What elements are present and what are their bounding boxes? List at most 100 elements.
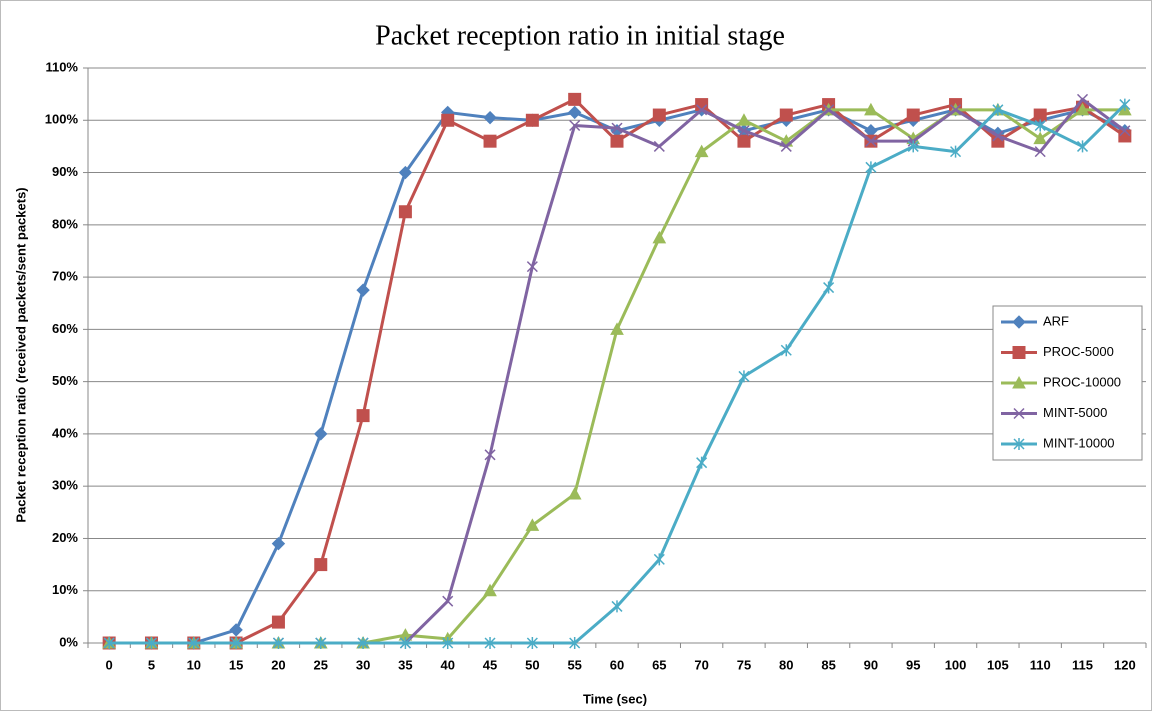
y-tick-label: 40% [52,425,78,440]
marker [865,161,877,174]
marker [652,230,667,244]
marker [398,165,413,180]
x-tick-label: 40 [440,657,454,672]
marker [1012,375,1026,389]
marker [314,558,328,572]
marker [567,486,582,500]
y-tick-label: 110% [45,59,78,74]
x-tick-label: 115 [1072,657,1093,672]
marker [567,105,582,120]
marker [779,108,793,122]
marker [1013,438,1025,450]
y-tick-label: 30% [52,478,78,493]
x-tick-label: 95 [906,657,920,672]
marker [526,637,538,649]
marker [484,637,496,649]
x-tick-label: 120 [1114,657,1136,672]
marker [1033,131,1048,145]
marker [1013,407,1025,420]
x-tick-label: 70 [694,657,708,672]
marker [906,108,920,122]
marker [907,140,919,153]
marker [992,103,1004,116]
marker [1034,146,1046,158]
x-tick-label: 20 [271,657,285,672]
marker [271,615,285,629]
marker [399,637,411,649]
y-tick-label: 0% [59,634,78,649]
marker [525,113,539,127]
marker [696,456,708,469]
marker [611,122,623,134]
marker [610,134,624,148]
marker [992,130,1004,142]
marker [864,102,878,116]
marker [315,637,327,649]
x-tick-label: 85 [821,657,835,672]
x-tick-label: 50 [525,657,539,672]
marker [823,104,835,116]
x-tick-label: 35 [398,657,412,672]
legend-label: PROC-5000 [1043,344,1114,359]
marker [865,135,877,147]
marker [610,322,624,335]
marker [356,283,370,297]
x-tick-label: 5 [148,657,155,672]
marker [696,104,708,116]
x-tick-label: 10 [187,657,201,672]
marker [1034,119,1046,132]
marker [568,92,582,106]
marker [738,125,750,137]
marker [357,637,369,649]
x-tick-label: 30 [356,657,370,672]
marker [652,108,666,122]
y-tick-label: 100% [45,112,79,127]
marker [442,595,454,607]
marker [484,449,496,461]
marker [780,140,792,152]
marker [526,261,538,273]
marker [1119,98,1131,111]
legend-label: MINT-5000 [1043,405,1107,420]
x-tick-label: 60 [610,657,624,672]
marker [483,134,497,148]
marker [1119,125,1131,137]
marker [823,281,835,294]
x-tick-label: 75 [737,657,751,672]
marker [738,370,750,383]
marker [188,637,200,649]
marker [1076,140,1089,153]
marker [569,637,581,649]
y-tick-label: 50% [52,373,78,388]
x-tick-label: 110 [1030,657,1051,672]
legend-label: ARF [1043,313,1069,328]
marker [271,536,286,551]
marker [1075,102,1090,116]
marker [653,140,665,152]
x-tick-label: 80 [779,657,793,672]
x-tick-label: 100 [945,657,967,672]
marker [103,637,115,649]
marker [483,110,497,125]
y-tick-label: 80% [52,216,78,231]
marker [611,600,623,613]
marker [1012,315,1026,329]
x-tick-label: 45 [483,657,497,672]
marker [1012,346,1026,359]
marker [441,113,455,127]
marker [356,409,370,423]
y-tick-label: 70% [52,269,78,284]
marker [230,637,242,649]
x-axis-label: Time (sec) [583,691,647,706]
y-tick-label: 90% [52,164,78,179]
marker [737,113,751,126]
y-tick-label: 60% [52,321,78,336]
marker [314,427,328,441]
marker [1076,93,1089,105]
legend-label: MINT-10000 [1043,435,1115,450]
chart-title: Packet reception ratio in initial stage [375,20,785,51]
marker [569,119,581,132]
y-axis-label: Packet reception ratio (received packets… [13,187,28,522]
